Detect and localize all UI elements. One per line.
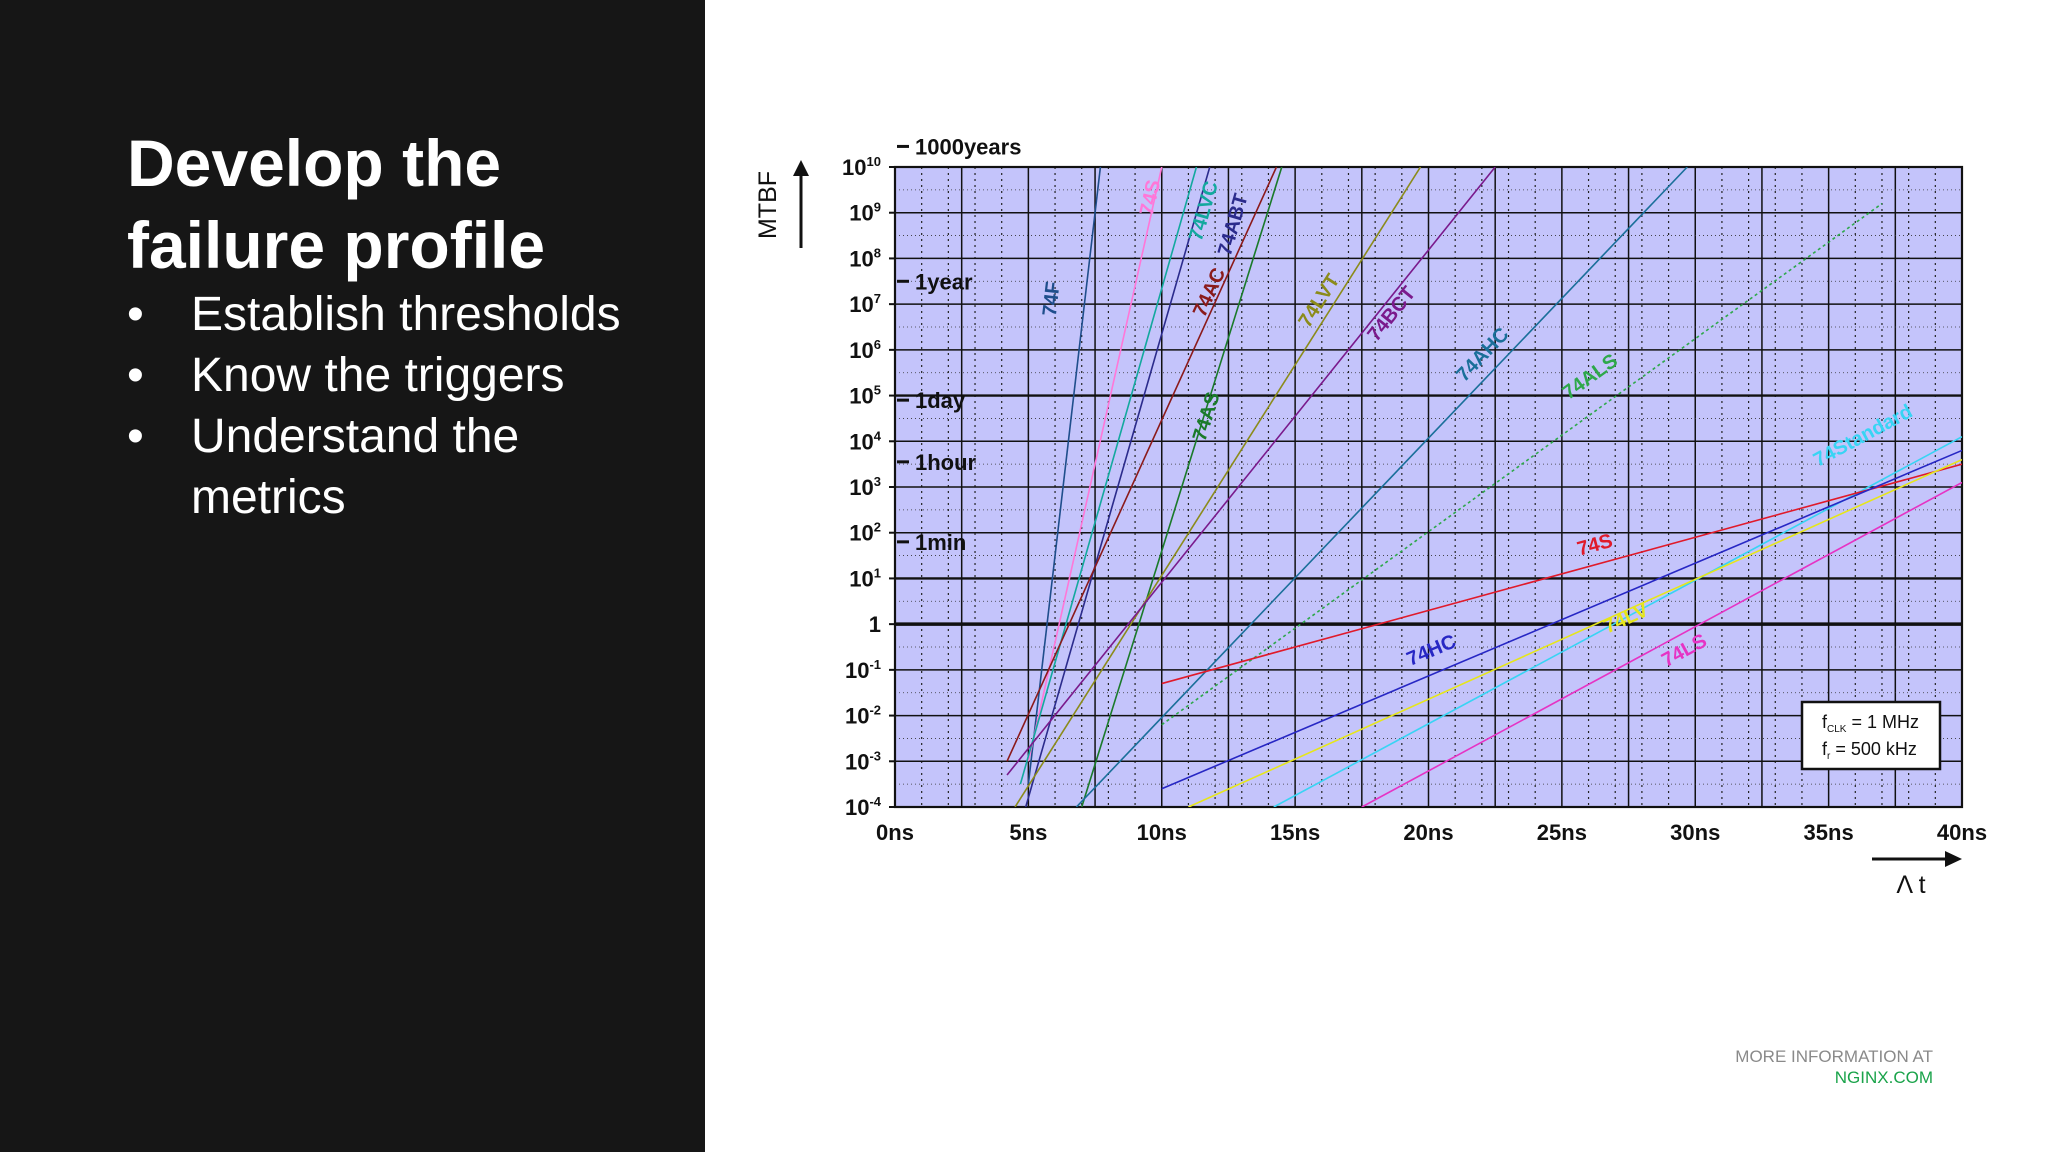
x-tick-label: 15ns <box>1270 820 1320 845</box>
bullet-text: Know the triggers <box>191 349 565 402</box>
y-tick-label: 103 <box>849 474 881 500</box>
left-panel: Develop the failure profile • Establish t… <box>0 0 705 1152</box>
frequency-annotation-line: fCLK = 1 MHz <box>1822 712 1919 735</box>
y-tick-label: 10-3 <box>845 748 881 774</box>
y-tick-exponent: 8 <box>874 245 881 260</box>
bullet-text: Establish thresholds <box>191 288 621 341</box>
x-tick-label: 30ns <box>1670 820 1720 845</box>
y-tick-exponent: -1 <box>869 657 881 672</box>
y-tick-exponent: 1 <box>874 565 881 580</box>
bullet-text: Understand the metrics <box>191 410 520 524</box>
y-tick-label: 107 <box>849 291 881 317</box>
y-tick-exponent: 2 <box>874 520 881 535</box>
y-tick-label: 10-4 <box>845 794 882 820</box>
series-line <box>1027 167 1102 785</box>
y-tick-exponent: -2 <box>869 703 881 718</box>
y-tick-label: 10-1 <box>845 657 881 683</box>
mtbf-chart: 74F 74S 74LVC 74ABT 74AC 74AS 74LVT 74BCT 74AHC 7… <box>730 120 2020 910</box>
bullet-item: • Establish thresholds <box>127 284 687 345</box>
x-axis-arrow-head <box>1945 851 1962 867</box>
y-tick-label: 10-2 <box>845 703 881 729</box>
y-tick-label: 101 <box>849 565 881 591</box>
series-line <box>1006 167 1278 762</box>
y-tick-exponent: 6 <box>874 337 881 352</box>
frequency-annotation-subscript: r <box>1827 751 1831 762</box>
series-line <box>1161 202 1883 726</box>
bullet-item: • Know the triggers <box>127 345 687 406</box>
time-marker-label: 1min <box>915 530 966 555</box>
x-tick-label: 10ns <box>1137 820 1187 845</box>
time-marker-label: 1000years <box>915 134 1021 159</box>
footer-info-label: MORE INFORMATION AT <box>1735 1047 1933 1066</box>
y-tick-exponent: 4 <box>874 428 882 443</box>
footer: MORE INFORMATION AT NGINX.COM <box>1735 1046 1933 1088</box>
x-tick-label: 0ns <box>876 820 914 845</box>
slide-title: Develop the failure profile <box>127 122 545 286</box>
x-tick-label: 20ns <box>1403 820 1453 845</box>
series-label: 74F <box>1039 280 1065 317</box>
y-tick-label: 1 <box>869 612 881 637</box>
y-axis-label: MTBF <box>754 171 782 239</box>
series-line <box>1188 458 1962 807</box>
x-axis-label: Λ t <box>1896 871 1925 899</box>
bullet-item: • Understand the metrics <box>127 406 687 528</box>
y-tick-label: 106 <box>849 337 881 363</box>
series-line <box>1075 167 1688 807</box>
y-tick-label: 108 <box>849 245 881 271</box>
series-line <box>1019 167 1198 785</box>
series-line <box>1014 167 1422 807</box>
time-marker-label: 1day <box>915 388 966 413</box>
slide-title-line-2: failure profile <box>127 208 546 282</box>
y-tick-exponent: 9 <box>874 200 881 215</box>
bullet-dot: • <box>127 410 144 463</box>
x-tick-label: 35ns <box>1804 820 1854 845</box>
frequency-annotation-line: fr = 500 kHz <box>1822 739 1917 762</box>
y-tick-label: 1010 <box>842 154 881 180</box>
series-line <box>1161 463 1962 685</box>
y-tick-label: 105 <box>849 383 881 409</box>
y-tick-exponent: 10 <box>867 154 881 169</box>
frequency-annotation-box <box>1800 700 1942 771</box>
x-tick-label: 40ns <box>1937 820 1987 845</box>
series-line <box>1161 449 1962 790</box>
y-tick-label: 109 <box>849 200 881 226</box>
time-marker-label: 1hour <box>915 450 977 475</box>
y-tick-exponent: 3 <box>874 474 881 489</box>
bullet-list: • Establish thresholds • Know the triggers… <box>127 284 687 528</box>
series-group <box>1006 167 1962 807</box>
bullet-dot: • <box>127 349 144 402</box>
series-line <box>1080 167 1283 807</box>
series-line <box>1024 167 1211 807</box>
series-line <box>1006 167 1496 776</box>
bullet-dot: • <box>127 288 144 341</box>
x-tick-label: 25ns <box>1537 820 1587 845</box>
frequency-annotation-value: = 1 MHz <box>1846 712 1919 732</box>
series-line <box>1027 167 1163 762</box>
footer-link[interactable]: NGINX.COM <box>1834 1068 1933 1087</box>
slide-title-line-1: Develop the <box>127 126 502 200</box>
time-marker-label: 1year <box>915 269 973 294</box>
y-tick-label: 104 <box>849 428 881 454</box>
frequency-annotation-subscript: CLK <box>1827 724 1847 735</box>
y-tick-exponent: -3 <box>869 748 881 763</box>
series-line <box>1361 481 1962 807</box>
x-tick-label: 5ns <box>1009 820 1047 845</box>
y-tick-exponent: -4 <box>869 794 881 809</box>
y-tick-exponent: 5 <box>874 383 881 398</box>
y-tick-label: 102 <box>849 520 881 546</box>
y-tick-exponent: 7 <box>874 291 881 306</box>
y-axis-arrow-head <box>793 160 809 176</box>
frequency-annotation-value: = 500 kHz <box>1830 739 1917 759</box>
